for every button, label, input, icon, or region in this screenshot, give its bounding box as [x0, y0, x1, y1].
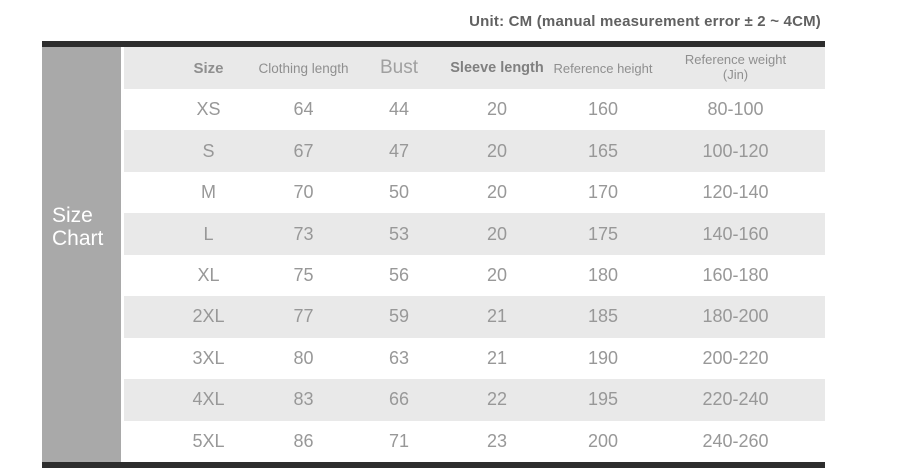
table-row: S 67 47 20 165 100-120 [124, 130, 825, 172]
cell-sleeve-length: 20 [486, 264, 508, 285]
sidebar-label-line2: Chart [52, 227, 104, 250]
cell-sleeve-length: 21 [486, 306, 508, 327]
cell-bust: 71 [388, 430, 410, 451]
table-row: 2XL 77 59 21 185 180-200 [124, 296, 825, 338]
column-header-bust: Bust [379, 57, 419, 78]
cell-size: L [203, 223, 214, 244]
cell-reference-weight: 80-100 [707, 99, 764, 120]
cell-reference-weight: 140-160 [702, 223, 769, 244]
cell-clothing-length: 73 [293, 223, 314, 244]
column-header-clothing-length: Clothing length [258, 60, 349, 76]
cell-reference-weight: 220-240 [702, 389, 769, 410]
sidebar-size-chart-label: Size Chart [52, 204, 103, 250]
column-header-reference-height: Reference height [553, 60, 653, 76]
cell-reference-height: 160 [587, 99, 619, 120]
cell-reference-weight: 200-220 [702, 347, 769, 368]
column-header-reference-weight: Reference weight (Jin) [684, 52, 787, 82]
cell-size: 2XL [192, 306, 225, 327]
cell-sleeve-length: 20 [486, 223, 508, 244]
cell-reference-weight: 180-200 [702, 306, 769, 327]
cell-sleeve-length: 21 [486, 347, 508, 368]
cell-clothing-length: 80 [293, 347, 314, 368]
bottom-divider-bar [42, 462, 825, 468]
cell-size: XL [197, 264, 220, 285]
cell-bust: 59 [388, 306, 410, 327]
cell-reference-weight: 240-260 [702, 430, 769, 451]
cell-sleeve-length: 20 [486, 99, 508, 120]
cell-size: 5XL [192, 430, 225, 451]
cell-sleeve-length: 20 [486, 182, 508, 203]
cell-reference-height: 180 [587, 264, 619, 285]
cell-bust: 63 [388, 347, 410, 368]
cell-reference-height: 200 [587, 430, 619, 451]
column-header-sleeve-length: Sleeve length [450, 60, 544, 76]
cell-reference-height: 165 [587, 140, 619, 161]
table-row: XL 75 56 20 180 160-180 [124, 254, 825, 297]
cell-clothing-length: 70 [293, 182, 314, 203]
cell-bust: 53 [388, 223, 410, 244]
table-row: XS 64 44 20 160 80-100 [124, 89, 825, 131]
cell-sleeve-length: 20 [486, 140, 508, 161]
table-row: 4XL 83 66 22 195 220-240 [124, 379, 825, 421]
cell-reference-height: 185 [587, 306, 619, 327]
size-chart-panel: Size Chart Size Clothing length Bust Sle… [42, 41, 825, 468]
cell-clothing-length: 67 [293, 140, 314, 161]
header-row: Size Clothing length Bust Sleeve length … [124, 47, 825, 89]
cell-clothing-length: 77 [293, 306, 314, 327]
cell-clothing-length: 86 [293, 430, 314, 451]
size-chart-body: Size Chart Size Clothing length Bust Sle… [42, 47, 825, 462]
cell-size: M [201, 182, 216, 203]
cell-reference-height: 195 [587, 389, 619, 410]
cell-bust: 47 [388, 140, 410, 161]
cell-bust: 66 [388, 389, 410, 410]
table-row: L 73 53 20 175 140-160 [124, 213, 825, 255]
cell-reference-weight: 120-140 [702, 182, 769, 203]
cell-reference-weight: 160-180 [702, 264, 769, 285]
size-table: Size Clothing length Bust Sleeve length … [124, 47, 825, 462]
column-header-size: Size [193, 59, 224, 77]
cell-clothing-length: 83 [293, 389, 314, 410]
sidebar: Size Chart [42, 47, 121, 462]
table-row: 5XL 86 71 23 200 240-260 [124, 420, 825, 462]
cell-sleeve-length: 22 [486, 389, 508, 410]
table-row: 3XL 80 63 21 190 200-220 [124, 337, 825, 380]
table-row: M 70 50 20 170 120-140 [124, 171, 825, 214]
cell-reference-height: 190 [587, 347, 619, 368]
cell-bust: 50 [388, 182, 410, 203]
cell-size: 4XL [192, 389, 225, 410]
cell-reference-height: 175 [587, 223, 619, 244]
cell-size: S [202, 140, 215, 161]
cell-size: 3XL [192, 347, 225, 368]
cell-reference-weight: 100-120 [702, 140, 769, 161]
cell-size: XS [196, 99, 221, 120]
cell-clothing-length: 75 [293, 264, 314, 285]
cell-bust: 44 [388, 99, 410, 120]
sidebar-label-line1: Size [52, 204, 93, 227]
unit-note: Unit: CM (manual measurement error ± 2 ~… [469, 13, 821, 30]
cell-reference-height: 170 [587, 182, 619, 203]
cell-bust: 56 [388, 264, 410, 285]
top-divider-bar [42, 41, 825, 47]
cell-sleeve-length: 23 [486, 430, 508, 451]
cell-clothing-length: 64 [293, 99, 314, 120]
